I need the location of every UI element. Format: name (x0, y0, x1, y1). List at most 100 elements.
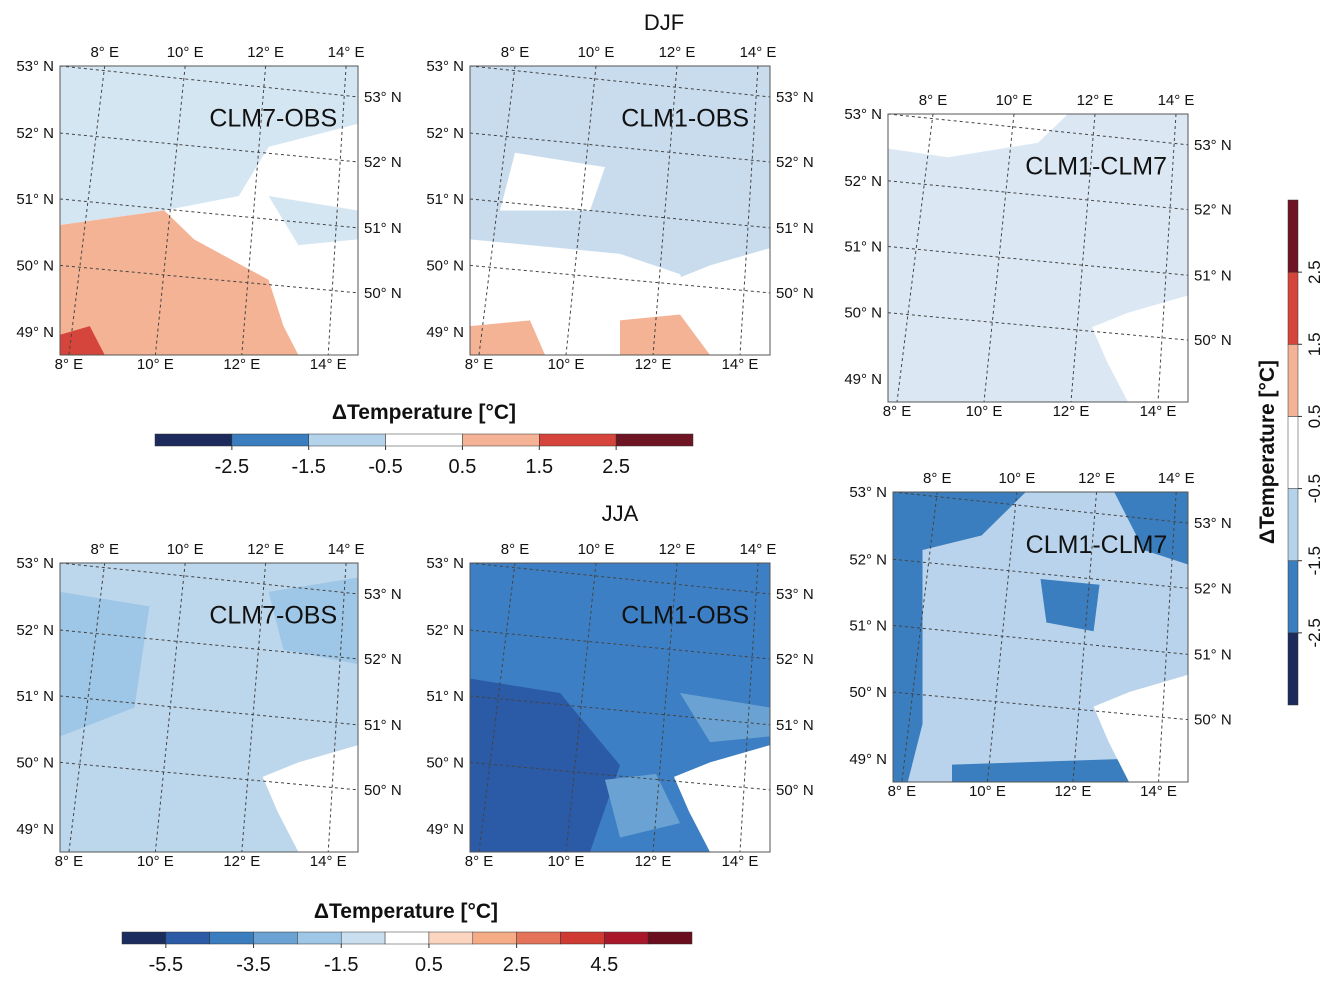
lon-label: 12° E (1078, 470, 1115, 487)
graticule (154, 65, 186, 356)
panel-label: CLM7-OBS (209, 602, 337, 630)
map-region (888, 114, 1068, 158)
colorbar-tick-label: -1.5 (1305, 546, 1324, 575)
map-region (605, 773, 680, 838)
lon-label: 8° E (919, 92, 948, 109)
lat-label: 53° N (426, 555, 464, 572)
lon-label: 8° E (888, 783, 917, 800)
graticule (469, 761, 771, 791)
lon-label: 14° E (1158, 470, 1195, 487)
lat-label: 49° N (849, 751, 887, 768)
lat-label: 50° N (844, 305, 882, 322)
lat-label: 51° N (1194, 646, 1232, 663)
colorbar-label: ΔTemperature [°C] (332, 401, 516, 424)
map-region (60, 326, 105, 355)
colorbar-swatch (1287, 199, 1299, 273)
graticule (896, 113, 934, 403)
lon-label: 14° E (310, 853, 347, 870)
lat-label: 52° N (776, 154, 814, 171)
lat-label: 50° N (776, 782, 814, 799)
graticule (469, 198, 771, 229)
lat-label: 52° N (1194, 202, 1232, 219)
colorbar-swatch (165, 931, 210, 945)
panel-label: CLM1-OBS (621, 105, 749, 133)
lon-label: 12° E (1077, 92, 1114, 109)
lon-label: 10° E (578, 44, 615, 61)
graticule (469, 264, 771, 294)
lat-label: 53° N (776, 586, 814, 603)
map-region (674, 248, 770, 355)
map-region (674, 745, 770, 852)
season-title: JJA (602, 501, 639, 526)
lat-label: 49° N (426, 324, 464, 341)
graticule (241, 562, 267, 853)
lon-label: 8° E (90, 44, 119, 61)
map-region (60, 210, 299, 355)
map-frame (892, 491, 1189, 783)
graticule (1070, 113, 1096, 403)
graticule (1157, 113, 1177, 403)
graticule (892, 491, 1189, 524)
lon-label: 10° E (548, 356, 585, 373)
lat-label: 50° N (1194, 712, 1232, 729)
map-frame (469, 562, 771, 853)
colorbar-tick-label: -2.5 (1305, 618, 1324, 647)
lon-label: 10° E (167, 44, 204, 61)
map-region (470, 320, 545, 355)
map-region (277, 262, 373, 370)
map-panel: 8° E 10° E 12° E 14° E 8° E 10° E 12° E 14° E 53… (426, 44, 813, 373)
graticule (68, 65, 106, 356)
lon-label: 10° E (578, 541, 615, 558)
lon-label: 10° E (969, 783, 1006, 800)
colorbar-swatch (297, 931, 342, 945)
lat-label: 52° N (364, 651, 402, 668)
map-frame (59, 65, 359, 356)
map-frame (887, 113, 1189, 403)
lon-label: 10° E (998, 470, 1035, 487)
colorbar-swatch (385, 433, 463, 447)
lon-label: 10° E (167, 541, 204, 558)
map-region (680, 693, 770, 743)
colorbar-tick-label: -0.5 (1305, 474, 1324, 503)
map-frame (469, 65, 771, 356)
lat-label: 50° N (849, 684, 887, 701)
graticule (739, 562, 759, 853)
colorbar-swatch (1287, 632, 1299, 706)
map-region (1040, 579, 1100, 632)
lat-label: 49° N (16, 324, 54, 341)
colorbar-swatch (472, 931, 517, 945)
lat-label: 49° N (844, 371, 882, 388)
map-region (1093, 674, 1188, 782)
lat-label: 52° N (16, 622, 54, 639)
graticule (469, 629, 771, 660)
map-region (620, 314, 710, 355)
lon-label: 12° E (223, 853, 260, 870)
lon-label: 12° E (247, 44, 284, 61)
colorbar-swatch (154, 433, 233, 447)
colorbar-swatch (462, 433, 540, 447)
map-panel: 8° E 10° E 12° E 14° E 8° E 10° E 12° E 14° E 53… (849, 470, 1231, 800)
colorbar-tick-label: -0.5 (368, 456, 402, 478)
lat-label: 52° N (1194, 580, 1232, 597)
panel-label: CLM1-CLM7 (1026, 531, 1168, 559)
colorbar-swatch (539, 433, 617, 447)
graticule (478, 65, 516, 356)
graticule (327, 65, 347, 356)
lon-label: 14° E (1158, 92, 1195, 109)
colorbar-tick-label: 4.5 (590, 954, 618, 976)
lon-label: 14° E (722, 356, 759, 373)
lon-label: 14° E (722, 853, 759, 870)
colorbar-swatch (604, 931, 649, 945)
graticule (59, 695, 359, 726)
graticule (59, 264, 359, 294)
colorbar-swatch (308, 433, 386, 447)
colorbar-swatch (615, 433, 694, 447)
lon-label: 12° E (1053, 403, 1090, 420)
graticule (478, 562, 516, 853)
colorbar-swatch (1287, 560, 1299, 634)
graticule (887, 245, 1189, 276)
lon-label: 12° E (659, 541, 696, 558)
colorbar-tick-label: 0.5 (415, 954, 443, 976)
panel-label: CLM1-OBS (621, 602, 749, 630)
graticule (739, 65, 759, 356)
